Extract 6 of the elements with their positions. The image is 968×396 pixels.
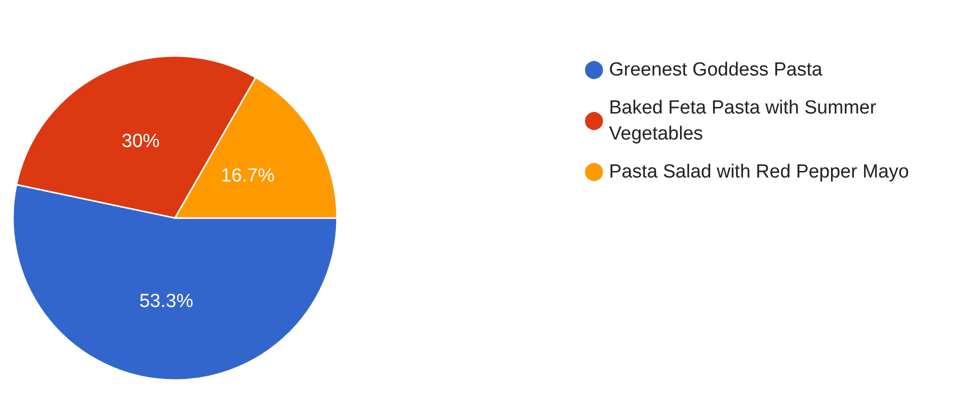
data-label: 53.3% [139,291,194,312]
legend-label: Baked Feta Pasta with Summer Vegetables [609,98,882,144]
legend-label: Greenest Goddess Pasta [609,60,823,80]
legend-label: Pasta Salad with Red Pepper Mayo [609,162,909,182]
data-label: 30% [122,130,160,152]
data-label: 16.7% [220,165,275,186]
